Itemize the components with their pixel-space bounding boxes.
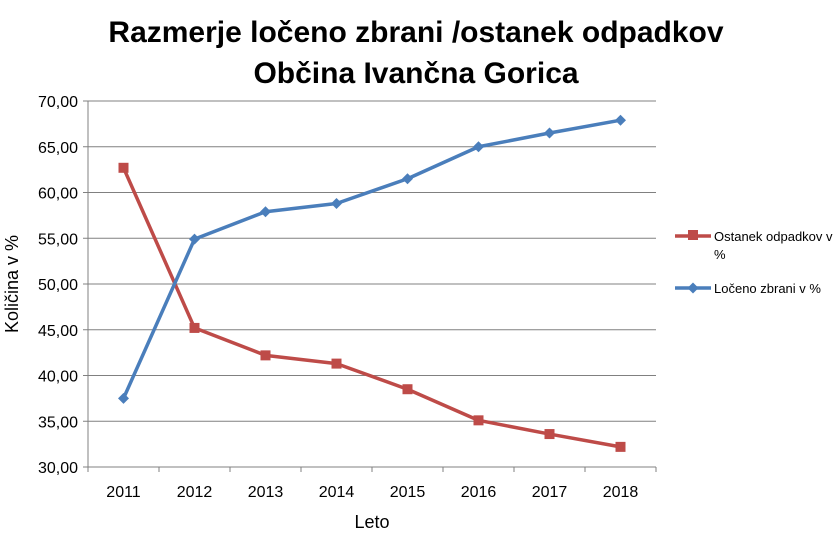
x-tick-label: 2015 [390,484,426,501]
chart-subtitle: Občina Ivančna Gorica [253,57,578,90]
legend-marker [687,282,699,294]
data-point [402,173,413,185]
data-point [331,197,342,209]
y-axis-title: Količina v % [2,235,22,333]
y-tick-label: 60,00 [38,186,78,203]
legend-label: Ločeno zbrani v % [714,281,821,296]
data-point [402,384,413,395]
data-point [331,358,342,369]
data-point [260,350,271,361]
legend-item: Ločeno zbrani v % [675,281,821,296]
data-point [473,141,484,153]
data-point [118,162,129,173]
y-tick-label: 40,00 [38,369,78,386]
legend-marker [688,230,698,240]
y-tick-label: 70,00 [38,94,78,111]
legend: Ostanek odpadkov v % Ločeno zbrani v % [675,229,833,296]
y-tick-labels: 30,00 35,00 40,00 45,00 50,00 55,00 60,00 65,00… [38,94,88,477]
series-line [121,167,621,449]
data-point [118,392,129,404]
data-point [473,415,484,426]
legend-label: Ostanek odpadkov v% [714,229,833,262]
x-tick-label: 2013 [248,484,284,501]
series-2 [118,114,626,404]
x-tick-label: 2011 [106,484,141,501]
series-line [121,118,621,400]
data-point [189,322,200,333]
data-point [189,233,200,245]
y-tick-label: 55,00 [38,231,78,248]
y-tick-label: 45,00 [38,323,78,340]
data-point [615,441,626,452]
series-1 [118,162,626,452]
series-group [118,114,626,452]
legend-item: Ostanek odpadkov v% [675,229,833,262]
x-tick-label: 2016 [461,484,497,501]
y-tick-label: 65,00 [38,140,78,157]
x-tick-label: 2018 [603,484,639,501]
y-tick-label: 35,00 [38,414,78,431]
data-point [615,114,626,126]
x-tick-label: 2012 [177,484,213,501]
y-tick-label: 50,00 [38,277,78,294]
x-tick-labels: 2011 2012 2013 2014 2015 2016 2017 2018 [87,467,657,501]
grid-lines [88,100,656,422]
data-point [544,429,555,440]
data-point [544,127,555,139]
x-axis-title: Leto [354,512,389,532]
data-point [260,206,271,218]
x-tick-label: 2014 [319,484,355,501]
y-tick-label: 30,00 [38,460,78,477]
chart-title: Razmerje ločeno zbrani /ostanek odpadkov [108,16,723,49]
x-tick-label: 2017 [532,484,568,501]
